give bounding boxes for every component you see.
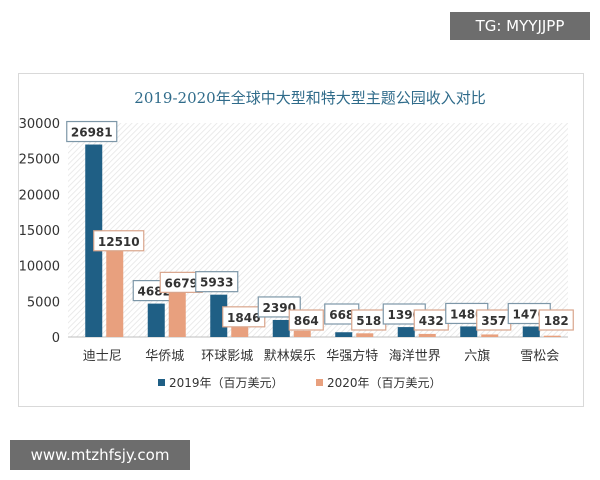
bar xyxy=(272,319,290,337)
data-label-box xyxy=(288,309,324,331)
plot-area xyxy=(68,123,568,337)
data-label: 518 xyxy=(356,314,381,328)
bar xyxy=(460,326,478,337)
data-label: 1390 xyxy=(388,308,421,322)
bar xyxy=(522,326,540,337)
data-label: 1480 xyxy=(450,307,483,321)
bar xyxy=(543,335,561,337)
data-label: 12510 xyxy=(98,235,140,249)
legend-swatch xyxy=(158,379,165,386)
watermark-top: TG: MYYJJPP xyxy=(450,12,590,40)
y-tick-label: 20000 xyxy=(19,188,60,203)
legend-label: 2019年（百万美元） xyxy=(169,376,284,390)
bar xyxy=(397,327,415,337)
bar xyxy=(106,247,124,337)
y-tick-label: 30000 xyxy=(19,117,60,132)
x-tick-label: 海洋世界 xyxy=(389,349,441,364)
data-label: 5933 xyxy=(200,276,233,290)
data-label-box xyxy=(66,120,118,143)
bar xyxy=(335,332,353,337)
y-tick-label: 5000 xyxy=(27,295,60,310)
data-label: 864 xyxy=(294,314,319,328)
bar xyxy=(168,289,186,337)
legend-swatch xyxy=(316,379,323,386)
x-tick-label: 迪士尼 xyxy=(83,349,122,364)
data-label: 26981 xyxy=(71,126,113,140)
data-label: 2390 xyxy=(263,301,296,315)
y-tick-label: 25000 xyxy=(19,153,60,168)
bar xyxy=(147,303,165,337)
y-tick-label: 10000 xyxy=(19,260,60,275)
bar xyxy=(356,333,374,337)
x-tick-label: 环球影城 xyxy=(201,349,253,364)
chart-title: 2019-2020年全球中大型和特大型主题公园收入对比 xyxy=(134,89,485,107)
x-tick-label: 六旗 xyxy=(464,348,490,364)
data-label: 6679 xyxy=(165,276,198,290)
data-label: 668 xyxy=(329,308,354,322)
data-label-box xyxy=(195,271,239,293)
data-label: 182 xyxy=(544,314,569,328)
x-tick-label: 雪松会 xyxy=(520,349,559,364)
data-label-box xyxy=(538,309,574,331)
x-tick-label: 默林娱乐 xyxy=(264,348,316,364)
x-tick-label: 华侨城 xyxy=(145,349,184,364)
data-label: 1470 xyxy=(513,308,546,322)
y-tick-label: 0 xyxy=(52,331,60,346)
x-tick-label: 华强方特 xyxy=(326,348,378,364)
bar xyxy=(481,334,499,337)
bar xyxy=(293,330,311,337)
data-label: 432 xyxy=(419,314,444,328)
data-label-box xyxy=(93,230,145,252)
y-tick-label: 15000 xyxy=(19,224,60,239)
legend-label: 2020年（百万美元） xyxy=(327,376,442,390)
watermark-bottom: www.mtzhfsjy.com xyxy=(10,440,190,470)
data-label: 357 xyxy=(481,314,506,328)
data-label: 1846 xyxy=(227,311,260,325)
bar xyxy=(418,333,436,337)
